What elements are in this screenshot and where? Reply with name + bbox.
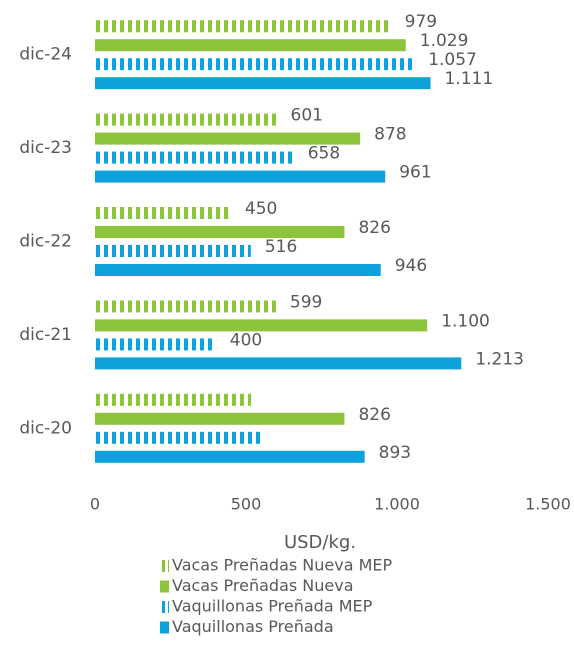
bar: [95, 319, 428, 332]
bar: [95, 113, 277, 126]
x-axis-title: USD/kg.: [284, 532, 356, 553]
value-label: 1.029: [420, 31, 469, 51]
x-tick-label: 1.500: [525, 495, 571, 514]
bar: [95, 58, 415, 71]
legend-label: Vaquillonas Preñada MEP: [172, 597, 373, 616]
value-label: 979: [405, 12, 437, 32]
value-label: 826: [358, 405, 390, 425]
value-label: 601: [291, 106, 323, 126]
bar: [95, 170, 386, 183]
value-label: 961: [399, 163, 431, 183]
bar: [95, 264, 381, 276]
bar: [95, 20, 391, 33]
x-tick-label: 0: [90, 495, 100, 514]
value-label: 826: [358, 218, 390, 238]
y-tick-label: dic-23: [19, 138, 72, 158]
legend-swatch: [160, 621, 169, 634]
bar: [95, 39, 406, 52]
bar: [95, 450, 365, 463]
value-label: 946: [395, 256, 427, 276]
value-label: 1.213: [475, 349, 524, 369]
legend-label: Vacas Preñadas Nueva: [172, 576, 354, 595]
legend-swatch: [160, 560, 169, 572]
bar: [95, 207, 231, 219]
value-label: 1.100: [441, 311, 490, 331]
bar: [95, 300, 276, 313]
value-label: 400: [230, 330, 262, 350]
value-label: 658: [308, 144, 340, 164]
value-label: 516: [265, 237, 297, 257]
y-tick-label: dic-21: [19, 325, 72, 345]
bar: [95, 226, 345, 238]
bar: [95, 132, 361, 145]
legend-label: Vacas Preñadas Nueva MEP: [172, 556, 393, 575]
bar: [95, 338, 216, 351]
x-tick-label: 1.000: [374, 495, 420, 514]
bar: [95, 151, 294, 164]
bar: [95, 431, 262, 444]
value-label: 450: [245, 199, 277, 219]
y-tick-label: dic-24: [19, 45, 72, 65]
value-label: 1.057: [428, 50, 477, 70]
value-label: 878: [374, 125, 406, 145]
legend-swatch: [160, 580, 169, 593]
bar: [95, 412, 345, 425]
bar: [95, 357, 462, 370]
y-tick-label: dic-20: [19, 418, 72, 438]
bar: [95, 77, 431, 90]
legend-label: Vaquillonas Preñada: [172, 617, 334, 636]
value-label: 599: [290, 292, 322, 312]
legend-swatch: [160, 601, 169, 613]
value-label: 1.111: [445, 69, 494, 89]
bar: [95, 393, 252, 406]
x-tick-label: 500: [231, 495, 262, 514]
value-label: 893: [379, 443, 411, 463]
y-tick-label: dic-22: [19, 232, 72, 252]
bar: [95, 245, 251, 257]
